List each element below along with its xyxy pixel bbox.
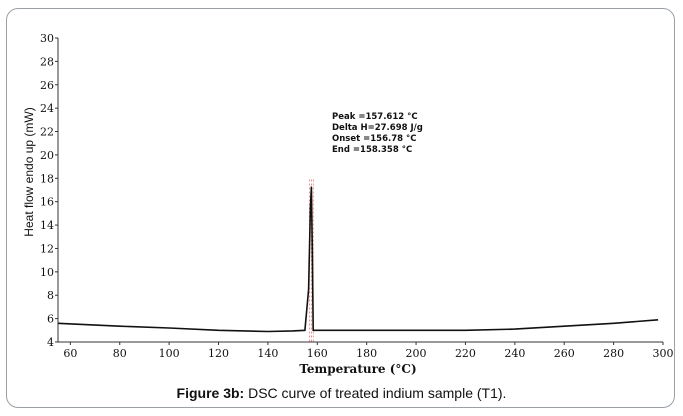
x-tick-label: 80 xyxy=(113,347,127,360)
y-tick-label: 8 xyxy=(47,289,54,302)
x-tick-label: 180 xyxy=(356,347,377,360)
y-tick-label: 16 xyxy=(40,196,54,209)
x-tick-label: 240 xyxy=(504,347,525,360)
y-tick-label: 26 xyxy=(40,79,54,92)
x-tick-label: 100 xyxy=(159,347,180,360)
figure-frame xyxy=(6,8,675,408)
y-tick-label: 18 xyxy=(40,172,54,185)
x-tick-label: 220 xyxy=(455,347,476,360)
x-tick-label: 140 xyxy=(257,347,278,360)
dsc-chart: 4 6 8 10 12 14 16 18 20 22 24 26 28 30 60 80 100 120 140 1… xyxy=(22,32,674,376)
dsc-curve xyxy=(57,186,659,333)
figure-caption: Figure 3b: DSC curve of treated indium s… xyxy=(0,385,683,401)
x-tick-label: 160 xyxy=(307,347,328,360)
x-tick-label: 60 xyxy=(63,347,77,360)
x-tick-label: 280 xyxy=(603,347,624,360)
x-axis-ticks: 60 80 100 120 140 160 180 200 220 240 260 280 300 xyxy=(63,342,674,360)
x-axis-label: Temperature (°C) xyxy=(299,362,416,376)
annotation-end: End =158.358 °C xyxy=(332,145,412,155)
y-tick-label: 30 xyxy=(40,32,54,45)
y-tick-label: 22 xyxy=(40,126,54,139)
x-tick-label: 200 xyxy=(406,347,427,360)
y-tick-label: 14 xyxy=(40,219,54,232)
y-axis-label: Heat flow endo up (mW) xyxy=(22,107,36,236)
x-tick-label: 120 xyxy=(208,347,229,360)
x-tick-label: 300 xyxy=(653,347,674,360)
y-tick-label: 6 xyxy=(47,313,54,326)
peak-annotations: Peak =157.612 °C Delta H=27.698 J/g Onse… xyxy=(332,112,423,155)
caption-text: DSC curve of treated indium sample (T1). xyxy=(244,385,507,401)
y-tick-label: 24 xyxy=(40,102,54,115)
annotation-delta-h: Delta H=27.698 J/g xyxy=(332,123,423,133)
caption-label: Figure 3b: xyxy=(176,385,245,401)
y-tick-label: 12 xyxy=(40,242,54,255)
annotation-onset: Onset =156.78 °C xyxy=(332,134,417,144)
y-tick-label: 10 xyxy=(40,266,54,279)
y-tick-label: 20 xyxy=(40,149,54,162)
y-tick-label: 28 xyxy=(40,55,54,68)
y-tick-label: 4 xyxy=(47,336,54,349)
y-axis-ticks: 4 6 8 10 12 14 16 18 20 22 24 26 28 30 xyxy=(40,32,58,349)
x-tick-label: 260 xyxy=(554,347,575,360)
annotation-peak: Peak =157.612 °C xyxy=(332,112,418,122)
chart-axes xyxy=(57,38,663,343)
